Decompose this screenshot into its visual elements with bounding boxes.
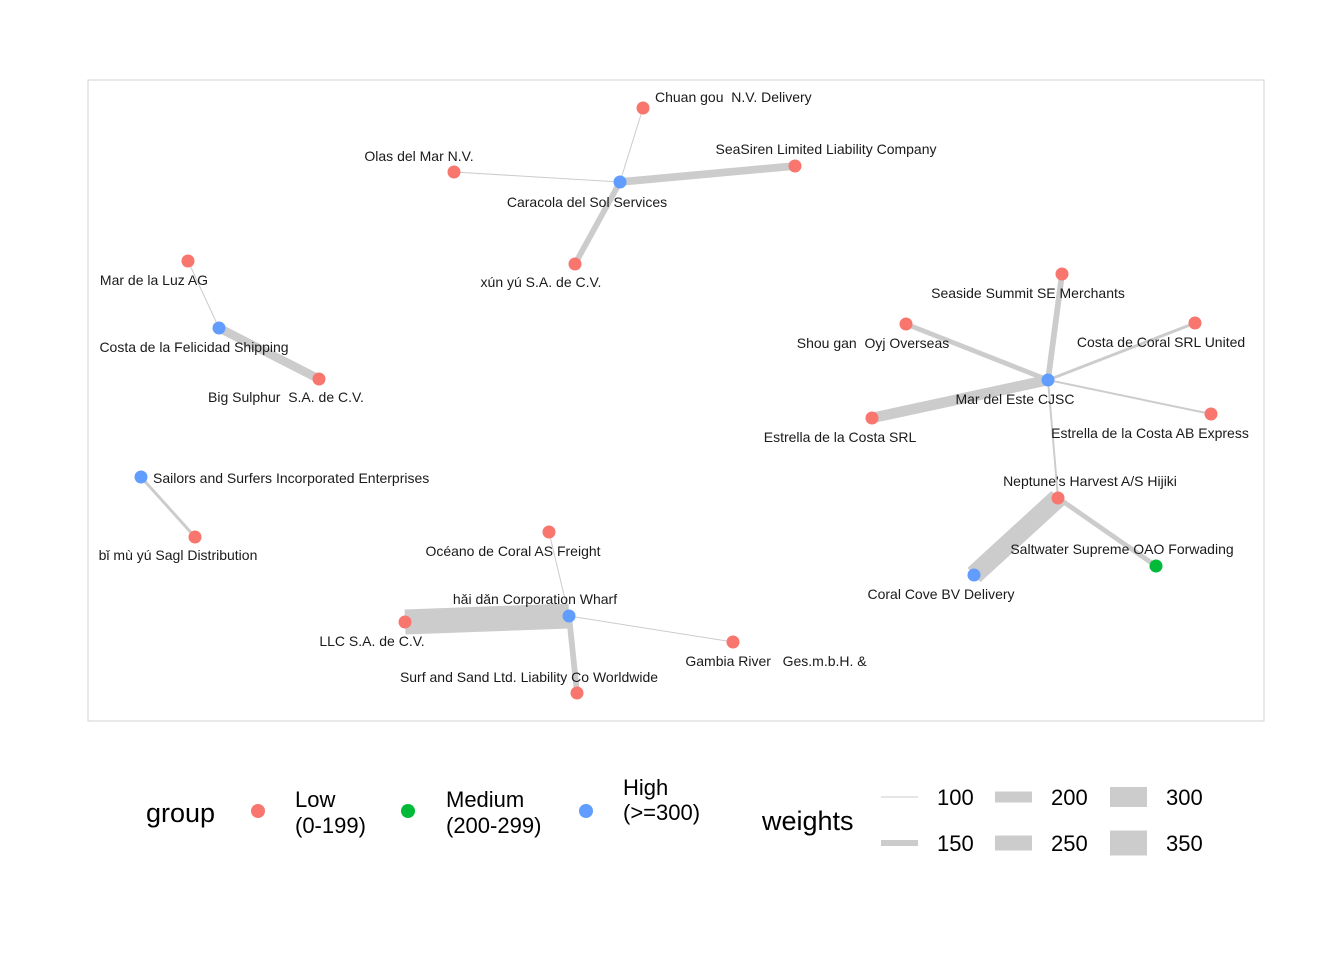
node-oceano[interactable] (542, 525, 556, 539)
legend-weight-300-label: 300 (1166, 785, 1203, 810)
edge-mar_este-estrella_ab (1047, 379, 1212, 415)
edge-neptune-coral_cove (967, 490, 1065, 583)
edge-mar_este-neptune (1047, 379, 1059, 499)
node-mar_este[interactable] (1041, 373, 1055, 387)
edge-hai_dan-gambia (568, 615, 734, 643)
legend-low-label: Low (295, 787, 335, 812)
node-label-neptune: Neptune's Harvest A/S Hijiki (1003, 473, 1177, 489)
legend-weight-150-label: 150 (937, 831, 974, 856)
edge-neptune-saltwater (1056, 496, 1158, 568)
edge-costa_felicidad-mar_luz (187, 260, 220, 329)
edge-mar_este-estrella_srl (870, 374, 1050, 424)
node-label-coral_cove: Coral Cove BV Delivery (867, 586, 1014, 602)
legend-medium-label: Medium (446, 787, 524, 812)
edge-sailors-bi_mu_yu (139, 476, 197, 538)
edge-caracola-seasiren (619, 162, 796, 186)
node-label-costa_felicidad: Costa de la Felicidad Shipping (99, 339, 288, 355)
node-label-xun_yu: xún yú S.A. de C.V. (481, 274, 602, 290)
legend-high-range: (>=300) (623, 800, 700, 825)
node-label-chuan_gou: Chuan gou N.V. Delivery (655, 89, 812, 105)
edge-costa_felicidad-big_sulphur (217, 324, 321, 383)
edge-caracola-xun_yu (572, 180, 623, 266)
node-coral_cove[interactable] (967, 568, 981, 582)
node-gambia[interactable] (726, 635, 740, 649)
edge-hai_dan-oceano (548, 531, 570, 617)
node-label-olas: Olas del Mar N.V. (364, 148, 473, 164)
legend-high-label: High (623, 775, 668, 800)
node-label-surf_sand: Surf and Sand Ltd. Liability Co Worldwid… (400, 669, 658, 685)
legend-medium-range: (200-299) (446, 813, 541, 838)
node-bi_mu_yu[interactable] (188, 530, 202, 544)
nodes-layer (134, 101, 1218, 700)
node-chuan_gou[interactable] (636, 101, 650, 115)
node-label-seasiren: SeaSiren Limited Liability Company (716, 141, 937, 157)
node-label-estrella_srl: Estrella de la Costa SRL (764, 429, 917, 445)
node-label-oceano: Océano de Coral AS Freight (425, 543, 600, 559)
node-label-gambia: Gambia River Ges.m.b.H. & (685, 653, 867, 669)
node-costa_felicidad[interactable] (212, 321, 226, 335)
node-neptune[interactable] (1051, 491, 1065, 505)
node-label-sailors: Sailors and Surfers Incorporated Enterpr… (153, 470, 429, 486)
node-sailors[interactable] (134, 470, 148, 484)
node-label-big_sulphur: Big Sulphur S.A. de C.V. (208, 389, 364, 405)
node-seaside[interactable] (1055, 267, 1069, 281)
node-mar_luz[interactable] (181, 254, 195, 268)
labels-layer: Chuan gou N.V. Delivery SeaSiren Limited … (99, 89, 1249, 685)
legend-high-key (579, 804, 593, 818)
node-label-saltwater: Saltwater Supreme OAO Forwading (1010, 541, 1233, 557)
node-big_sulphur[interactable] (312, 372, 326, 386)
legend-low-range: (0-199) (295, 813, 366, 838)
node-label-llc: LLC S.A. de C.V. (319, 633, 424, 649)
node-estrella_srl[interactable] (865, 411, 879, 425)
node-estrella_ab[interactable] (1204, 407, 1218, 421)
node-seasiren[interactable] (788, 159, 802, 173)
edges-layer (139, 107, 1212, 694)
node-olas[interactable] (447, 165, 461, 179)
legend-group-title: group (146, 798, 215, 828)
node-llc[interactable] (398, 615, 412, 629)
node-caracola[interactable] (613, 175, 627, 189)
node-label-caracola: Caracola del Sol Services (507, 194, 667, 210)
panel-border (87, 79, 1265, 722)
node-xun_yu[interactable] (568, 257, 582, 271)
node-label-estrella_ab: Estrella de la Costa AB Express (1051, 425, 1249, 441)
legend-weight-250-label: 250 (1051, 831, 1088, 856)
legend-medium-key (401, 804, 415, 818)
node-surf_sand[interactable] (570, 686, 584, 700)
node-label-costa_coral: Costa de Coral SRL United (1077, 334, 1245, 350)
node-label-seaside: Seaside Summit SE Merchants (931, 285, 1125, 301)
legend-weight-200-label: 200 (1051, 785, 1088, 810)
node-hai_dan[interactable] (562, 609, 576, 623)
edge-caracola-chuan_gou (619, 107, 644, 183)
node-label-mar_luz: Mar de la Luz AG (100, 272, 208, 288)
legend-low-key (251, 804, 265, 818)
node-shou_gan[interactable] (899, 317, 913, 331)
edge-mar_este-costa_coral (1047, 321, 1196, 382)
node-label-hai_dan: hǎi dǎn Corporation Wharf (453, 591, 617, 607)
node-label-shou_gan: Shou gan Oyj Overseas (797, 335, 950, 351)
legend-weights-title: weights (761, 806, 854, 836)
node-label-mar_este: Mar del Este CJSC (955, 391, 1074, 407)
legend-weight-100-label: 100 (937, 785, 974, 810)
edge-hai_dan-llc (404, 603, 570, 635)
legend: group Low (0-199) Medium (200-299) High … (146, 775, 1203, 856)
edge-hai_dan-surf_sand (566, 615, 580, 694)
node-label-bi_mu_yu: bǐ mù yú Sagl Distribution (99, 547, 258, 563)
edge-caracola-olas (453, 171, 621, 183)
legend-weight-350-label: 350 (1166, 831, 1203, 856)
edge-mar_este-shou_gan (905, 321, 1049, 383)
node-saltwater[interactable] (1149, 559, 1163, 573)
edge-mar_este-seaside (1045, 273, 1065, 381)
node-costa_coral[interactable] (1188, 316, 1202, 330)
